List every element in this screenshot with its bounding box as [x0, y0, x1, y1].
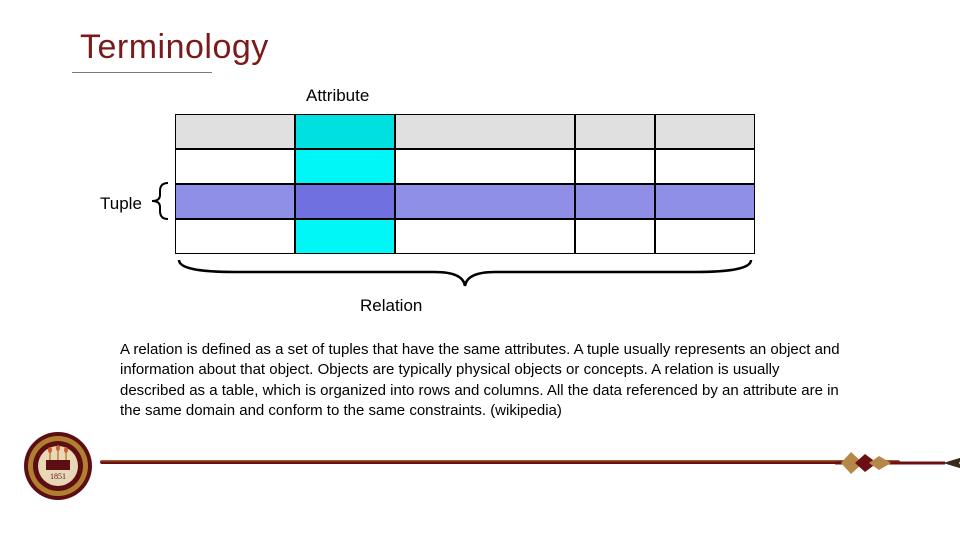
table-cell: [175, 184, 295, 219]
table-cell: [655, 149, 755, 184]
table-header-row: [175, 114, 755, 149]
footer-rule: [100, 460, 900, 464]
attribute-label: Attribute: [306, 86, 369, 106]
relation-table: [175, 114, 755, 254]
table-cell: [575, 149, 655, 184]
table-cell: [575, 184, 655, 219]
table-cell: [175, 114, 295, 149]
table-row: [175, 149, 755, 184]
table-cell: [295, 219, 395, 254]
table-cell: [395, 149, 575, 184]
tuple-label: Tuple: [100, 194, 142, 214]
table-cell: [395, 114, 575, 149]
table-cell: [575, 219, 655, 254]
table-cell: [655, 114, 755, 149]
definition-paragraph: A relation is defined as a set of tuples…: [120, 340, 840, 421]
table-cell: [395, 184, 575, 219]
terminology-diagram: Attribute Tuple Relation: [100, 86, 820, 316]
title-underline: [72, 72, 212, 73]
slide: Terminology Attribute Tuple Relation: [0, 0, 960, 540]
table-cell: [655, 184, 755, 219]
table-cell: [395, 219, 575, 254]
table-row: [175, 219, 755, 254]
table-cell: [175, 149, 295, 184]
relation-label: Relation: [360, 296, 422, 316]
university-seal-icon: 1851: [22, 430, 94, 502]
spear-icon: [835, 438, 960, 488]
table-cell: [575, 114, 655, 149]
table-cell: [655, 219, 755, 254]
relation-brace-icon: [175, 254, 755, 292]
tuple-brace-icon: [146, 181, 172, 221]
table-cell: [175, 219, 295, 254]
table-cell: [295, 149, 395, 184]
tuple-row: [175, 184, 755, 219]
table-cell: [295, 114, 395, 149]
page-title: Terminology: [80, 28, 269, 67]
seal-year: 1851: [50, 472, 66, 481]
table-cell: [295, 184, 395, 219]
